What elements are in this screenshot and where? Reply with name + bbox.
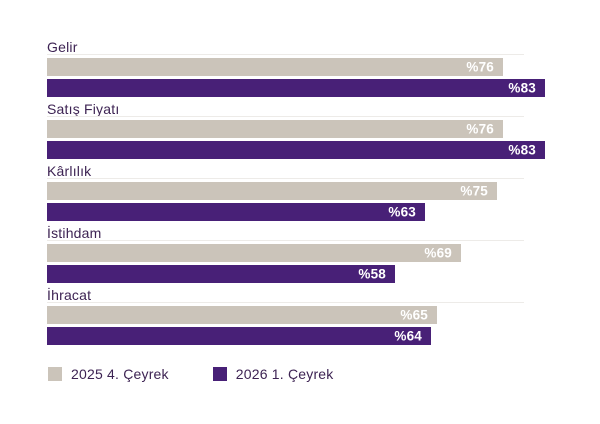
chart-row: Satış Fiyatı %76 %83: [47, 102, 553, 164]
legend-swatch-2026-q1: [212, 367, 227, 381]
category-label: Kârlılık: [47, 163, 92, 179]
bar-2026-q1: %83: [47, 141, 545, 159]
bar-2026-q1: %83: [47, 79, 545, 97]
bar-value-label: %65: [400, 307, 428, 323]
bar-value-label: %63: [388, 204, 416, 220]
category-label: Satış Fiyatı: [47, 101, 120, 117]
chart-row: Gelir %76 %83: [47, 40, 553, 102]
chart-row: İstihdam %69 %58: [47, 226, 553, 288]
bar-value-label: %83: [508, 142, 536, 158]
category-label: İhracat: [47, 287, 92, 303]
chart-rows: Gelir %76 %83 Satış Fiyatı %76 %83 Kârlılık %75…: [47, 40, 553, 350]
bar-2025-q4: %69: [47, 244, 461, 262]
legend-item-2026-q1: 2026 1. Çeyrek: [212, 366, 334, 382]
chart-row: İhracat %65 %64: [47, 288, 553, 350]
row-separator: [47, 178, 524, 179]
bar-value-label: %76: [466, 121, 494, 137]
bar-2025-q4: %75: [47, 182, 497, 200]
bar-value-label: %58: [358, 266, 386, 282]
bar-value-label: %76: [466, 59, 494, 75]
legend-item-2025-q4: 2025 4. Çeyrek: [48, 366, 169, 382]
bar-2026-q1: %64: [47, 327, 431, 345]
bar-2025-q4: %76: [47, 58, 503, 76]
bar-2025-q4: %76: [47, 120, 503, 138]
legend-swatch-2025-q4: [48, 367, 62, 381]
bar-2025-q4: %65: [47, 306, 437, 324]
category-label: Gelir: [47, 39, 78, 55]
bar-2026-q1: %58: [47, 265, 395, 283]
legend-label-2025-q4: 2025 4. Çeyrek: [71, 366, 169, 382]
legend-label-2026-q1: 2026 1. Çeyrek: [235, 366, 334, 382]
bar-value-label: %69: [424, 245, 452, 261]
category-label: İstihdam: [47, 225, 102, 241]
bar-value-label: %75: [460, 183, 488, 199]
legend: 2025 4. Çeyrek 2026 1. Çeyrek: [48, 366, 334, 382]
row-separator: [47, 302, 524, 303]
bar-2026-q1: %63: [47, 203, 425, 221]
row-separator: [47, 54, 524, 55]
bar-value-label: %83: [508, 80, 536, 96]
bar-value-label: %64: [394, 328, 422, 344]
chart-row: Kârlılık %75 %63: [47, 164, 553, 226]
row-separator: [47, 240, 524, 241]
row-separator: [47, 116, 524, 117]
